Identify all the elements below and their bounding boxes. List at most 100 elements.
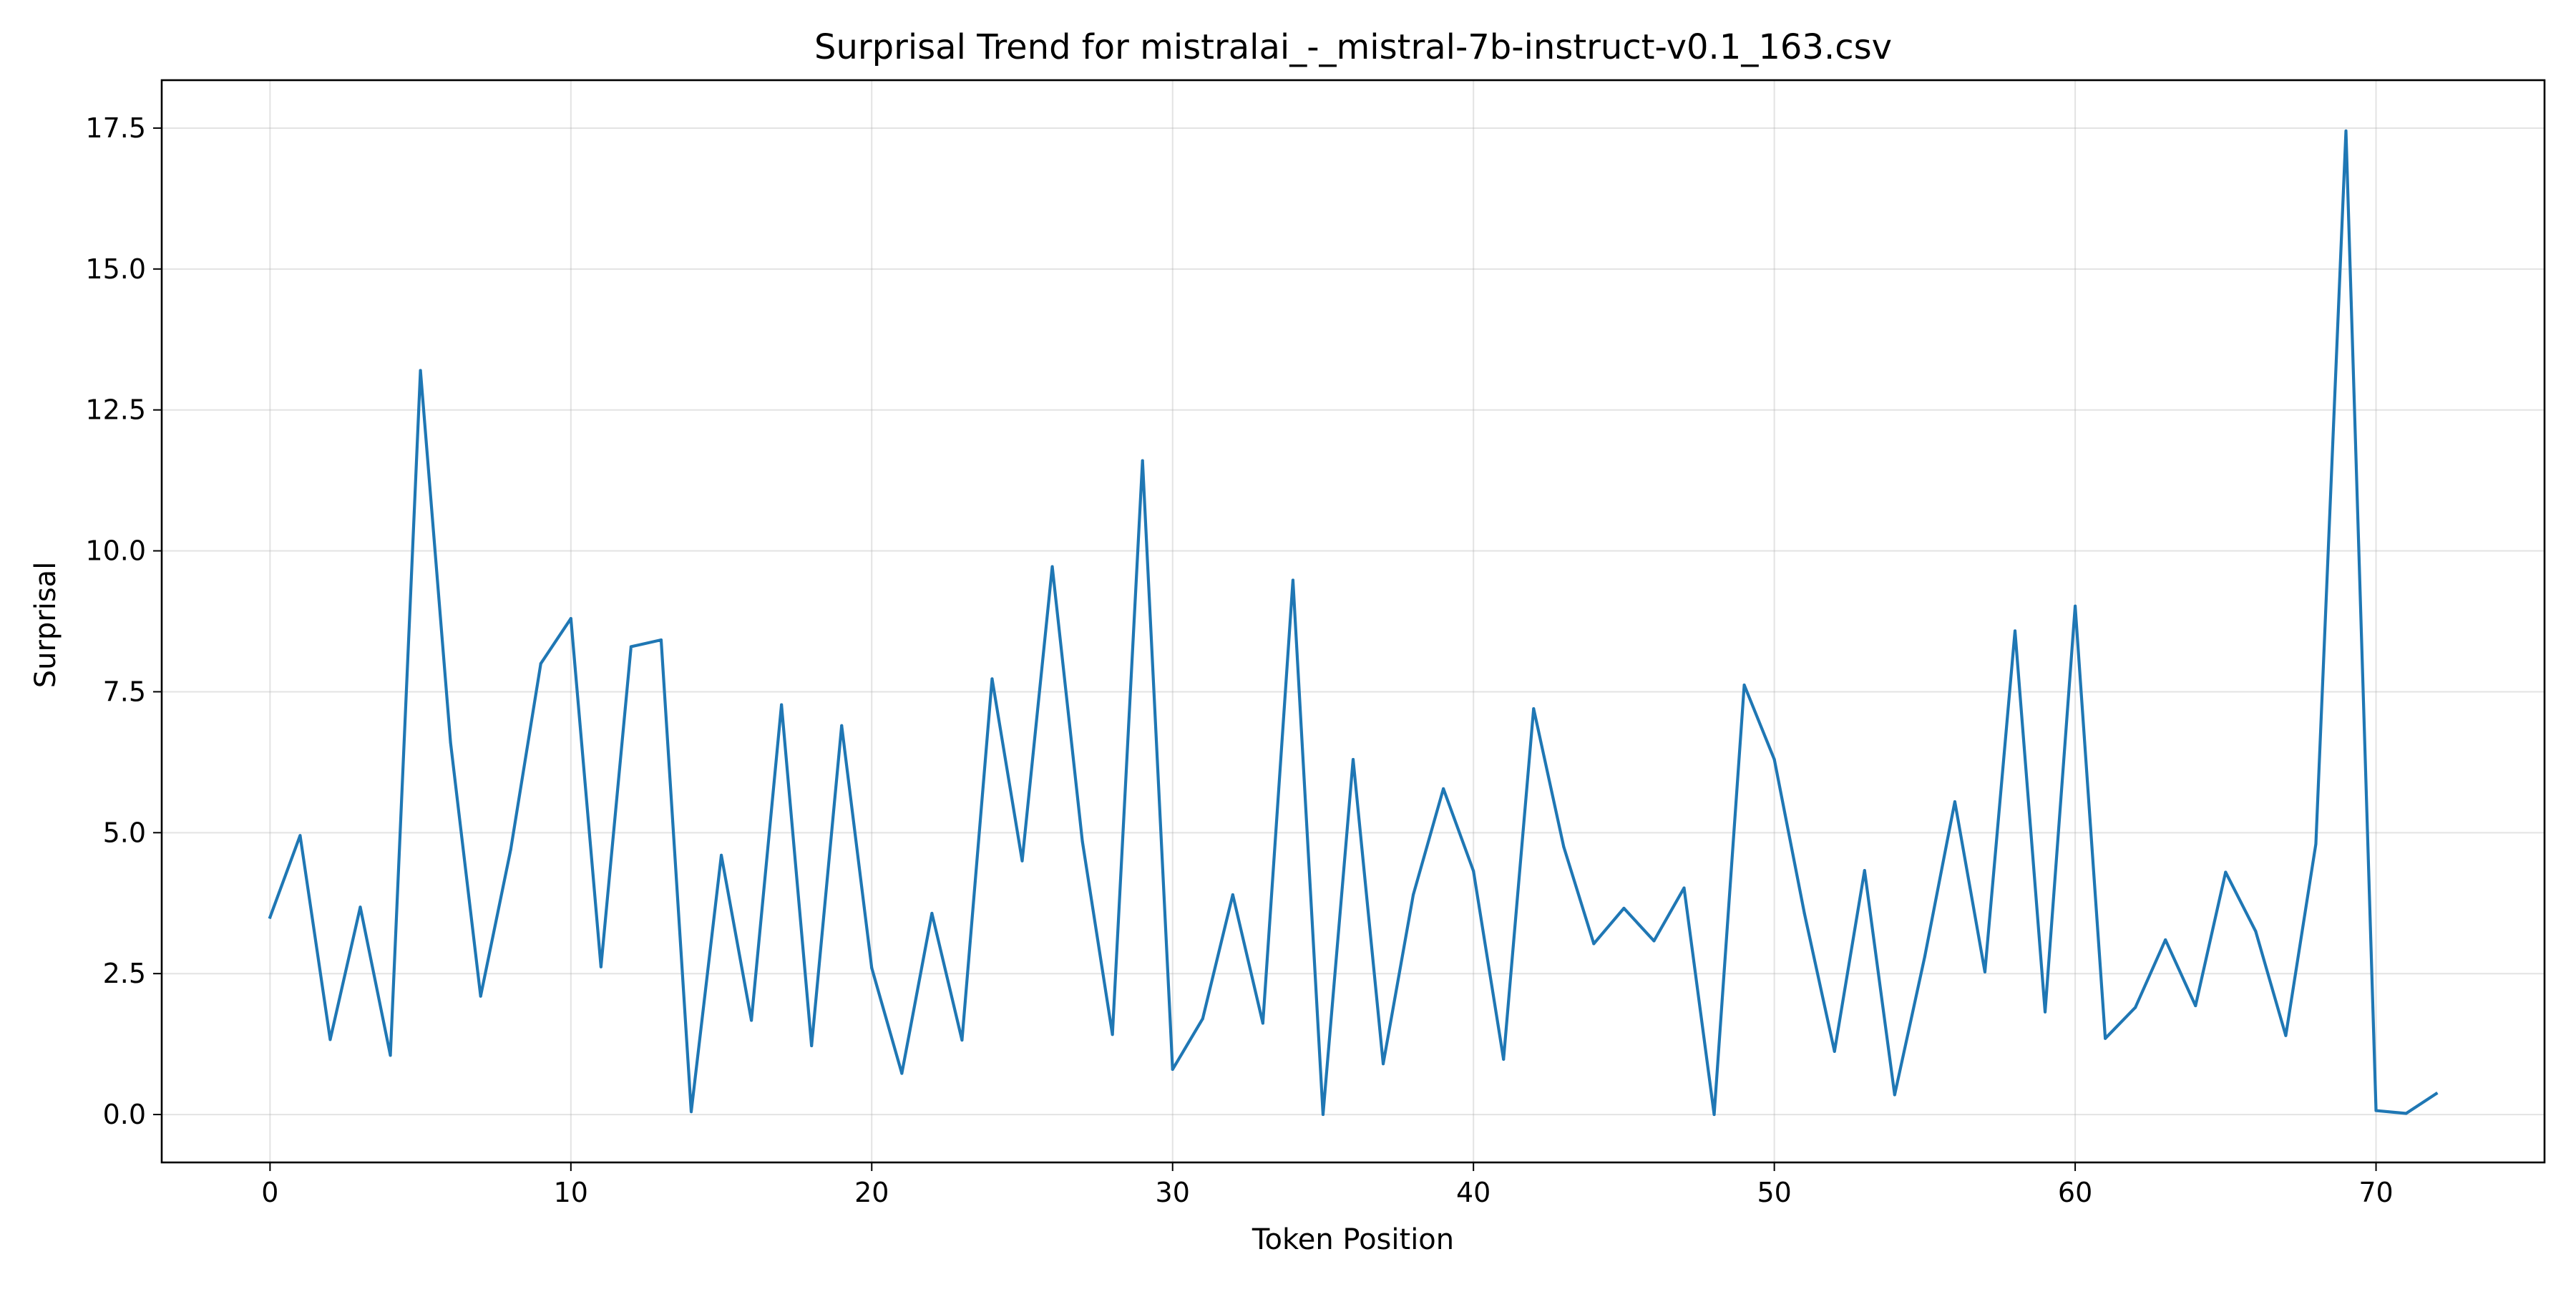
data-point bbox=[2044, 1010, 2047, 1014]
data-point bbox=[1592, 942, 1596, 946]
x-axis: 0 10 20 30 40 50 60 70 bbox=[261, 1162, 2394, 1208]
x-tick-label: 20 bbox=[854, 1177, 889, 1208]
data-point bbox=[1682, 886, 1686, 890]
series-layer bbox=[268, 129, 2439, 1117]
data-point bbox=[2164, 938, 2167, 941]
data-point bbox=[569, 617, 572, 621]
data-point bbox=[1472, 869, 1475, 873]
data-point bbox=[1201, 1017, 1204, 1021]
data-point bbox=[1893, 1093, 1896, 1097]
data-point bbox=[1923, 955, 1926, 958]
data-point bbox=[1532, 707, 1536, 711]
data-point bbox=[2194, 1004, 2197, 1008]
data-point bbox=[1352, 757, 1355, 761]
data-point bbox=[810, 1044, 814, 1047]
data-point bbox=[1833, 1049, 1836, 1053]
data-point bbox=[1111, 1033, 1114, 1036]
data-point bbox=[2284, 1034, 2288, 1037]
y-tick-label: 12.5 bbox=[85, 394, 146, 426]
data-point bbox=[2254, 930, 2258, 933]
data-point bbox=[930, 911, 934, 915]
data-point bbox=[358, 905, 362, 909]
data-point bbox=[389, 1054, 392, 1057]
data-point bbox=[268, 915, 272, 919]
data-point bbox=[298, 834, 302, 837]
data-point bbox=[1802, 911, 1806, 915]
data-point bbox=[1652, 939, 1656, 943]
data-point bbox=[960, 1039, 964, 1042]
data-point bbox=[539, 662, 542, 666]
data-point bbox=[1020, 859, 1024, 863]
data-point bbox=[629, 645, 633, 649]
data-point bbox=[720, 853, 723, 857]
x-tick-label: 40 bbox=[1456, 1177, 1491, 1208]
data-point bbox=[2434, 1092, 2438, 1095]
y-tick-label: 10.0 bbox=[85, 535, 146, 567]
data-point bbox=[2074, 604, 2077, 608]
data-point bbox=[1562, 845, 1566, 848]
data-point bbox=[1050, 565, 1054, 568]
data-point bbox=[1863, 869, 1866, 873]
grid bbox=[162, 80, 2545, 1162]
chart-title: Surprisal Trend for mistralai_-_mistral-… bbox=[814, 27, 1892, 67]
data-point bbox=[690, 1110, 693, 1114]
data-point bbox=[2344, 129, 2348, 132]
y-tick-label: 5.0 bbox=[103, 817, 146, 848]
data-point bbox=[2404, 1112, 2408, 1115]
data-point bbox=[1141, 459, 1144, 462]
data-point bbox=[449, 741, 452, 744]
x-tick-label: 60 bbox=[2058, 1177, 2092, 1208]
data-point bbox=[1983, 970, 1986, 973]
data-point bbox=[990, 677, 994, 681]
y-axis: 0.0 2.5 5.0 7.5 10.0 12.5 15.0 17.5 bbox=[85, 112, 162, 1130]
plot-frame bbox=[160, 79, 2546, 1164]
y-tick-label: 17.5 bbox=[85, 112, 146, 144]
data-point bbox=[2014, 629, 2016, 633]
y-axis-label: Surprisal bbox=[29, 562, 62, 689]
data-point bbox=[2224, 870, 2228, 874]
data-point bbox=[1712, 1113, 1716, 1117]
data-point bbox=[1742, 683, 1746, 686]
data-point bbox=[750, 1019, 753, 1022]
data-point bbox=[1321, 1113, 1324, 1117]
series-line bbox=[268, 129, 2439, 1117]
data-point bbox=[1291, 578, 1294, 582]
data-point bbox=[1772, 757, 1776, 761]
data-point bbox=[659, 638, 663, 641]
data-point bbox=[599, 965, 602, 968]
x-tick-label: 0 bbox=[261, 1177, 278, 1208]
data-point bbox=[1080, 840, 1084, 843]
data-point bbox=[419, 369, 422, 372]
x-tick-label: 30 bbox=[1156, 1177, 1190, 1208]
data-point bbox=[1502, 1057, 1506, 1061]
data-point bbox=[2104, 1036, 2107, 1040]
data-point bbox=[1412, 893, 1415, 896]
data-point bbox=[1261, 1021, 1264, 1025]
data-point bbox=[509, 847, 512, 851]
data-point bbox=[1442, 787, 1445, 790]
x-axis-label: Token Position bbox=[1252, 1223, 1454, 1256]
y-tick-label: 0.0 bbox=[103, 1099, 146, 1130]
data-point bbox=[2314, 842, 2318, 846]
y-tick-label: 15.0 bbox=[85, 253, 146, 285]
data-point bbox=[2134, 1006, 2137, 1009]
data-point bbox=[870, 966, 874, 970]
data-point bbox=[780, 703, 784, 706]
x-tick-label: 70 bbox=[2358, 1177, 2393, 1208]
data-point bbox=[479, 994, 482, 998]
y-tick-label: 2.5 bbox=[103, 958, 146, 989]
x-tick-label: 50 bbox=[1757, 1177, 1791, 1208]
data-point bbox=[2374, 1109, 2378, 1112]
y-tick-label: 7.5 bbox=[103, 676, 146, 707]
data-point bbox=[840, 724, 844, 727]
data-point bbox=[1953, 800, 1956, 803]
x-tick-label: 10 bbox=[554, 1177, 588, 1208]
data-point bbox=[900, 1072, 904, 1075]
data-point bbox=[1171, 1068, 1174, 1072]
data-point bbox=[1231, 893, 1234, 896]
data-point bbox=[1622, 906, 1626, 910]
data-point bbox=[1382, 1062, 1385, 1066]
data-point bbox=[328, 1038, 332, 1041]
